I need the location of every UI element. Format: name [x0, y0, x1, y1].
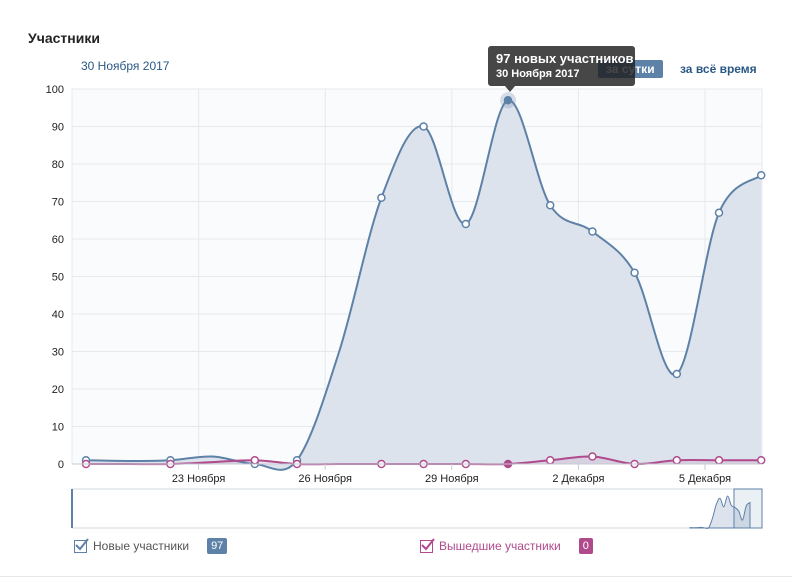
data-point-new-members[interactable] — [503, 96, 513, 105]
navigator-selection[interactable] — [733, 488, 763, 529]
section-title: Участники — [28, 30, 100, 46]
y-tick-label: 0 — [58, 459, 64, 471]
data-point-new-members[interactable] — [588, 227, 597, 236]
selected-date: 30 Ноября 2017 — [81, 59, 170, 73]
members-chart: 0 10 20 30 40 50 60 70 80 90 100 23 Ноября 26 Ноябр… — [46, 84, 766, 530]
data-point-left-members[interactable] — [545, 456, 555, 465]
y-tick-label: 80 — [52, 159, 64, 171]
data-point-new-members[interactable] — [461, 219, 471, 229]
y-tick-label: 90 — [52, 122, 64, 134]
x-tick-label: 2 Декабря — [552, 473, 604, 485]
tooltip-arrow — [505, 86, 515, 92]
checkbox-left-members[interactable] — [420, 537, 435, 553]
bottom-divider — [0, 576, 792, 577]
data-point-left-members[interactable] — [672, 456, 682, 465]
series-area-new-members — [86, 100, 762, 470]
checkbox-new-members[interactable] — [74, 537, 89, 553]
data-point-left-members[interactable] — [756, 456, 766, 465]
data-point-new-members[interactable] — [419, 122, 428, 131]
legend-left-label: Вышедшие участники — [439, 539, 561, 553]
data-point-new-members[interactable] — [545, 201, 555, 210]
data-point-new-members[interactable] — [630, 268, 639, 277]
data-point-new-members[interactable] — [756, 171, 766, 180]
series-line-new-members — [85, 99, 762, 471]
data-point-new-members[interactable] — [714, 208, 724, 217]
navigator-frame[interactable] — [71, 488, 763, 529]
x-tick-label: 5 Декабря — [679, 473, 731, 485]
chart-tooltip: 97 новых участников 30 Ноября 2017 — [488, 46, 635, 86]
y-tick-label: 20 — [52, 384, 64, 396]
y-tick-label: 50 — [52, 272, 64, 284]
check-icon — [421, 537, 435, 550]
y-tick-label: 40 — [52, 309, 64, 321]
period-all-button[interactable]: за всё время — [680, 62, 757, 76]
y-tick-label: 60 — [52, 234, 64, 246]
legend-new-members[interactable]: Новые участники 97 — [74, 537, 228, 554]
x-tick-label: 23 Ноября — [172, 473, 226, 485]
data-point-new-members[interactable] — [377, 193, 386, 202]
check-icon — [75, 537, 89, 550]
x-tick-label: 26 Ноября — [298, 473, 352, 485]
legend-new-count: 97 — [207, 538, 228, 554]
legend-new-label: Новые участники — [93, 539, 190, 553]
navigator-series — [689, 495, 751, 530]
data-point-left-members[interactable] — [250, 456, 260, 465]
data-point-left-members[interactable] — [714, 456, 724, 465]
y-tick-label: 30 — [52, 347, 64, 359]
y-tick-label: 100 — [46, 84, 64, 96]
data-point-left-members[interactable] — [588, 452, 597, 461]
tooltip-count: 97 новых участников — [496, 51, 634, 66]
x-tick-label: 29 Ноября — [425, 473, 479, 485]
tooltip-date: 30 Ноября 2017 — [496, 68, 580, 80]
data-point-new-members[interactable] — [672, 369, 682, 379]
y-tick-label: 70 — [52, 197, 64, 209]
legend-left-members[interactable]: Вышедшие участники 0 — [420, 537, 593, 554]
legend-left-count: 0 — [578, 538, 593, 554]
y-tick-label: 10 — [52, 422, 64, 434]
